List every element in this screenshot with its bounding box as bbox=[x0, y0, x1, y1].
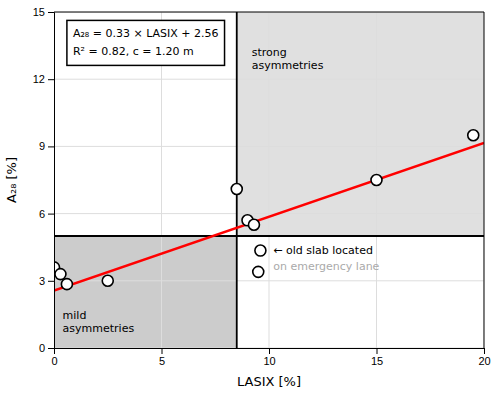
tick-label: 15 bbox=[33, 6, 45, 18]
grid-line-y bbox=[54, 213, 484, 214]
tick: 15 bbox=[371, 348, 383, 367]
tick-label: 0 bbox=[39, 342, 45, 354]
grid-line-y bbox=[54, 12, 484, 13]
point bbox=[231, 183, 242, 194]
tick-label: 20 bbox=[478, 355, 490, 367]
tick: 10 bbox=[263, 348, 275, 367]
tick-mark bbox=[484, 348, 485, 354]
plot-frame bbox=[484, 12, 485, 348]
grid-line-y bbox=[54, 146, 484, 147]
chart: 0 5 10 15 20 0 3 6 9 12 15 mildasymmetries strongasy… bbox=[0, 0, 500, 394]
point bbox=[468, 130, 479, 141]
tick: 0 bbox=[39, 342, 54, 354]
regression-line bbox=[54, 143, 484, 291]
tick-label: 15 bbox=[371, 355, 383, 367]
tick-label: 9 bbox=[39, 140, 45, 152]
tick: 0 bbox=[51, 348, 57, 367]
point bbox=[102, 275, 113, 286]
tick-label: 6 bbox=[39, 208, 45, 220]
tick: 15 bbox=[33, 6, 54, 18]
tick: 3 bbox=[39, 275, 54, 287]
equation-text: A₂₈ = 0.33 × LASIX + 2.56 bbox=[73, 27, 219, 40]
equation-box: A₂₈ = 0.33 × LASIX + 2.56 R² = 0.82, c = … bbox=[67, 20, 225, 65]
texts: mildasymmetries strongasymmetries ← old sl… bbox=[63, 46, 380, 335]
equation-frame bbox=[67, 20, 225, 65]
region-label: mildasymmetries bbox=[63, 309, 135, 335]
tick-mark bbox=[48, 146, 54, 147]
grid bbox=[54, 12, 484, 348]
x-axis: 0 5 10 15 20 bbox=[51, 348, 490, 367]
point bbox=[61, 279, 72, 290]
grid-line-x bbox=[484, 12, 485, 348]
annotation: ← old slab located bbox=[273, 244, 373, 257]
tick-mark bbox=[48, 214, 54, 215]
tick: 9 bbox=[39, 140, 54, 152]
grid-line-y bbox=[54, 79, 484, 80]
tick-label: 12 bbox=[33, 73, 45, 85]
annotation: on emergency lane bbox=[273, 260, 379, 273]
tick: 5 bbox=[159, 348, 165, 367]
region bbox=[54, 236, 237, 348]
tick-label: 5 bbox=[159, 355, 165, 367]
tick-mark bbox=[48, 348, 54, 349]
plot-frame bbox=[54, 12, 484, 13]
tick-mark bbox=[48, 12, 54, 13]
tick-label: 0 bbox=[51, 355, 57, 367]
tick-mark bbox=[269, 348, 270, 354]
y-axis-title: A₂₈ [%] bbox=[4, 157, 19, 203]
axis-line bbox=[55, 349, 485, 355]
threshold-line-y bbox=[54, 235, 484, 237]
tick: 6 bbox=[39, 208, 54, 220]
region-label: strongasymmetries bbox=[252, 46, 324, 72]
tick-label: 3 bbox=[39, 275, 45, 287]
points bbox=[54, 130, 479, 290]
tick-mark bbox=[162, 348, 163, 354]
tick-mark bbox=[48, 79, 54, 80]
tick: 12 bbox=[33, 73, 54, 85]
tick: 20 bbox=[478, 348, 490, 367]
point bbox=[248, 219, 259, 230]
point bbox=[371, 175, 382, 186]
point bbox=[253, 266, 264, 277]
tick-mark bbox=[377, 348, 378, 354]
y-axis: 0 3 6 9 12 15 bbox=[33, 6, 55, 354]
region bbox=[237, 12, 484, 236]
tick-label: 10 bbox=[263, 355, 275, 367]
grid-line-y bbox=[54, 280, 484, 281]
grid-line-y bbox=[54, 348, 484, 349]
tick-mark bbox=[48, 281, 54, 282]
plot: 0 5 10 15 20 0 3 6 9 12 15 mildasymmetries strongasy… bbox=[33, 6, 491, 367]
x-axis-title: LASIX [%] bbox=[237, 374, 301, 389]
threshold-line-x bbox=[236, 12, 238, 348]
equation-text: R² = 0.82, c = 1.20 m bbox=[73, 45, 194, 58]
axis-line bbox=[48, 13, 55, 349]
point bbox=[55, 269, 66, 280]
marks bbox=[54, 12, 484, 348]
annotation-marker bbox=[255, 245, 266, 256]
